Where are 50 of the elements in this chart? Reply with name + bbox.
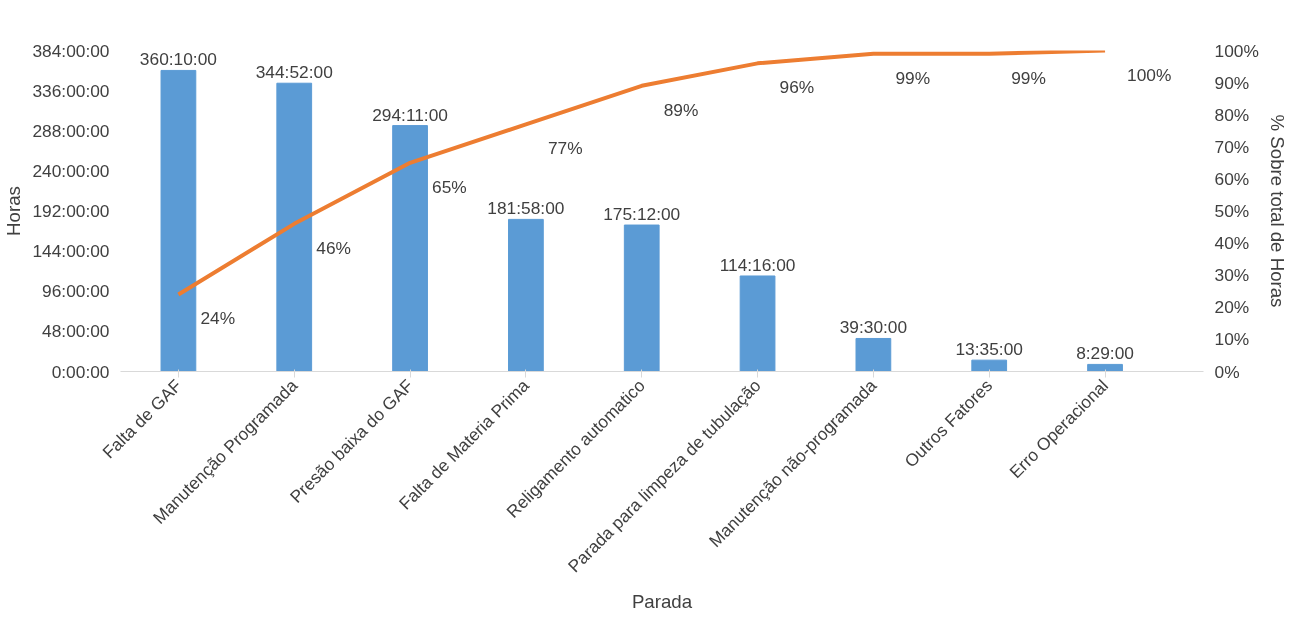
y2-tick-label: 0% <box>1214 361 1240 382</box>
y2-tick-label: 10% <box>1214 329 1250 350</box>
bar <box>739 275 776 372</box>
y-axis-title: Horas <box>3 186 25 236</box>
data-label: 114:16:00 <box>719 254 796 275</box>
y-tick-label: 336:00:00 <box>32 80 110 101</box>
data-label: 181:58:00 <box>487 198 565 219</box>
data-label: 13:35:00 <box>955 339 1023 360</box>
y2-tick-label: 50% <box>1214 201 1250 221</box>
data-label: 24% <box>200 308 236 329</box>
y-tick-label: 240:00:00 <box>32 160 110 181</box>
y2-tick-label: 70% <box>1214 136 1250 157</box>
bar <box>160 69 197 372</box>
y2-tick-label: 90% <box>1214 72 1250 93</box>
data-label: 99% <box>895 67 931 88</box>
data-label: 360:10:00 <box>139 49 217 70</box>
data-label: 65% <box>432 176 467 197</box>
data-label: 96% <box>779 77 815 98</box>
y2-tick-label: 100% <box>1214 40 1259 61</box>
y2-tick-label: 30% <box>1214 265 1250 286</box>
y2-tick-label: 20% <box>1214 297 1250 318</box>
bar <box>392 125 428 372</box>
bar <box>1087 363 1123 372</box>
y-tick-label: 384:00:00 <box>32 40 110 61</box>
y-tick-label: 0:00:00 <box>51 361 110 382</box>
bar <box>623 224 660 372</box>
data-label: 77% <box>547 138 583 159</box>
y2-axis-title: % Sobre total de Horas <box>1266 114 1288 308</box>
data-label: 100% <box>1127 64 1172 85</box>
data-label: 344:52:00 <box>255 62 333 83</box>
data-label: 294:11:00 <box>372 104 448 125</box>
bar <box>855 337 892 372</box>
bar <box>508 218 544 372</box>
bar <box>971 359 1008 372</box>
y-tick-label: 48:00:00 <box>42 321 110 342</box>
data-label: 8:29:00 <box>1076 343 1134 364</box>
y2-tick-label: 80% <box>1214 104 1250 125</box>
data-label: 46% <box>316 237 351 258</box>
y-tick-label: 288:00:00 <box>32 120 110 141</box>
y-tick-label: 144:00:00 <box>32 241 110 262</box>
x-axis-title: Parada <box>631 591 693 613</box>
y2-tick-label: 60% <box>1214 168 1250 189</box>
data-label: 99% <box>1011 67 1046 88</box>
data-label: 89% <box>663 99 699 120</box>
y2-tick-label: 40% <box>1214 233 1250 254</box>
y-tick-label: 192:00:00 <box>32 201 110 221</box>
data-label: 39:30:00 <box>839 317 908 338</box>
data-label: 175:12:00 <box>603 204 681 225</box>
bar <box>276 82 313 372</box>
y-tick-label: 96:00:00 <box>42 281 110 302</box>
